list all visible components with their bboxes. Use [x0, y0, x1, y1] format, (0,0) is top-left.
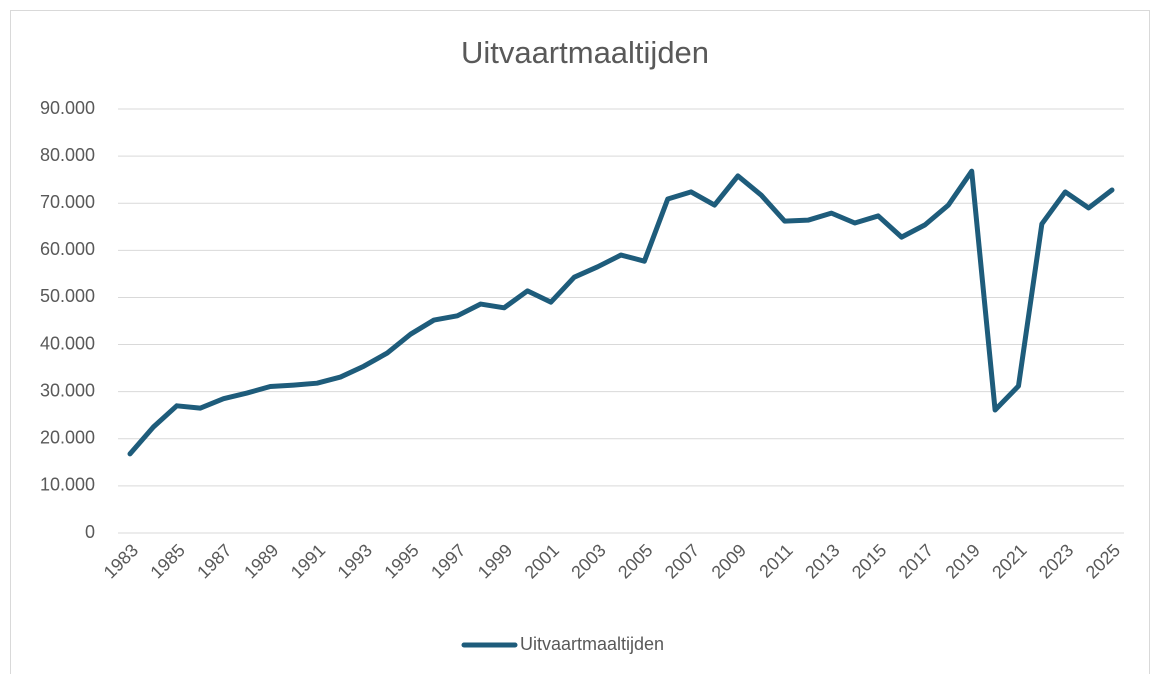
legend-label: Uitvaartmaaltijden: [520, 634, 664, 654]
y-tick-label: 70.000: [40, 192, 95, 212]
chart-frame: [10, 10, 1150, 674]
y-tick-label: 80.000: [40, 145, 95, 165]
y-tick-label: 30.000: [40, 380, 95, 400]
y-tick-label: 40.000: [40, 333, 95, 353]
y-tick-label: 10.000: [40, 475, 95, 495]
data-line: [127, 168, 1115, 457]
y-tick-label: 20.000: [40, 428, 95, 448]
chart-title: Uitvaartmaaltijden: [461, 35, 709, 70]
y-tick-label: 90.000: [40, 98, 95, 118]
y-tick-label: 0: [85, 522, 95, 542]
y-tick-label: 50.000: [40, 286, 95, 306]
y-tick-label: 60.000: [40, 239, 95, 259]
